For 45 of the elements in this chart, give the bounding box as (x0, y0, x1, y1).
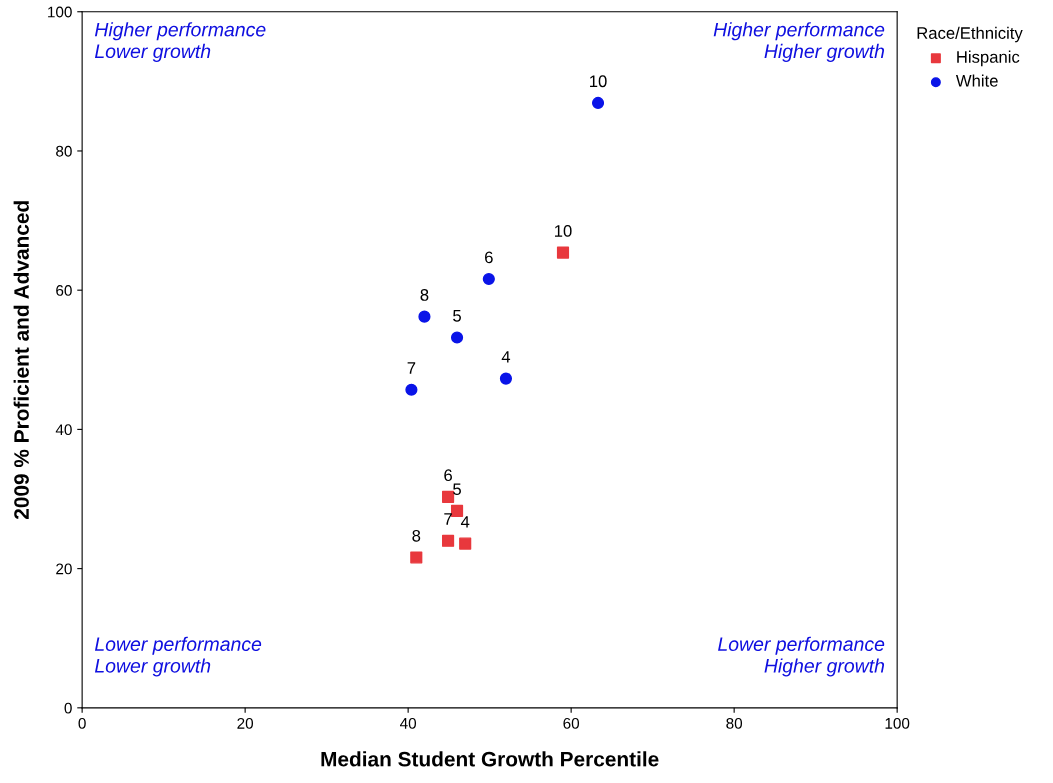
y-axis-title: 2009 % Proficient and Advanced (13, 201, 29, 520)
annotation: 10 (590, 75, 607, 88)
x-tick-label: 20 (237, 717, 254, 729)
y-tick-label: 80 (56, 145, 72, 157)
x-axis-title: Median Student Growth Percentile (321, 751, 659, 767)
point (405, 383, 418, 396)
point (556, 246, 570, 259)
point (418, 310, 431, 323)
point (442, 490, 455, 503)
point (591, 96, 605, 110)
y-tick-label: 60 (56, 285, 72, 296)
point (459, 537, 472, 550)
annotation: 6 (444, 469, 452, 482)
annotation: Lower performance Higher growth (718, 636, 885, 677)
legend-label: White (955, 74, 998, 87)
annotation: 5 (453, 483, 461, 496)
x-tick-label: 40 (400, 717, 417, 729)
annotation: 4 (501, 351, 511, 363)
annotation: 7 (407, 362, 416, 374)
point (450, 504, 464, 517)
annotation: 8 (420, 289, 429, 301)
x-tick-label: 0 (78, 717, 86, 729)
point (499, 372, 513, 385)
point (450, 331, 464, 344)
legend-title: Race/Ethnicity (917, 26, 1023, 43)
y-tick-label: 100 (48, 6, 72, 18)
x-tick-label: 80 (726, 717, 743, 729)
annotation: 6 (485, 251, 493, 264)
x-tick-label: 100 (885, 717, 910, 729)
annotation: 5 (453, 310, 461, 322)
y-tick-label: 40 (55, 424, 72, 436)
annotation: Higher performance Lower growth (94, 22, 266, 62)
point (482, 272, 495, 286)
annotation: 4 (460, 516, 470, 528)
point (442, 534, 455, 547)
legend-label: Hispanic (957, 50, 1020, 67)
x-tick-label: 60 (563, 717, 580, 729)
annotation: 10 (555, 224, 572, 237)
annotation: 7 (444, 513, 452, 525)
annotation: Higher performance Higher growth (713, 22, 885, 62)
annotation: Lower performance Lower growth (94, 636, 262, 677)
annotation: 8 (412, 529, 421, 542)
y-tick-label: 0 (64, 702, 72, 714)
point (410, 551, 423, 564)
y-tick-label: 20 (56, 563, 72, 575)
